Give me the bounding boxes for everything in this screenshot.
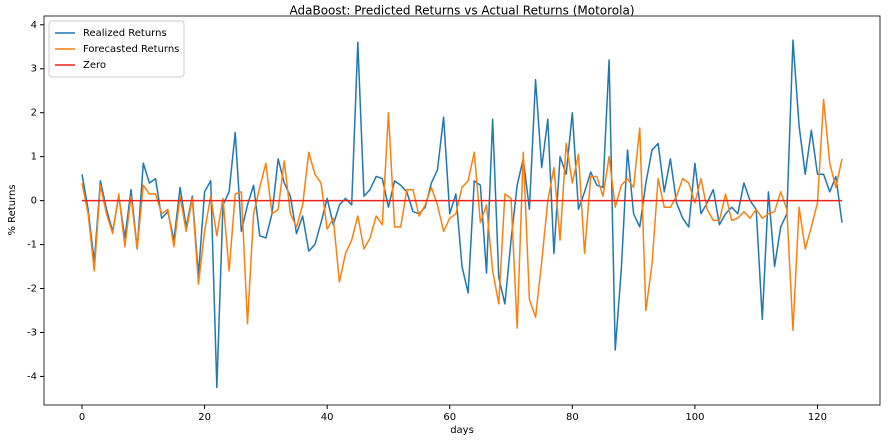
x-tick-label: 100: [685, 412, 704, 423]
y-axis-label: % Returns: [7, 184, 18, 235]
y-tick-label: -3: [27, 327, 37, 338]
chart-title: AdaBoost: Predicted Returns vs Actual Re…: [290, 4, 635, 18]
x-tick-label: 0: [79, 412, 85, 423]
x-tick-label: 120: [808, 412, 827, 423]
legend-label: Zero: [83, 60, 106, 71]
x-axis-label: days: [450, 425, 474, 436]
x-tick-label: 60: [443, 412, 456, 423]
series-line: [81, 98, 843, 332]
x-tick-label: 20: [198, 412, 211, 423]
y-tick-label: -1: [27, 240, 37, 251]
y-tick-label: 2: [31, 108, 37, 119]
y-tick-label: -4: [27, 371, 37, 382]
legend-box: [48, 20, 185, 78]
legend-label: Realized Returns: [83, 28, 167, 39]
plot-frame: [43, 15, 881, 406]
x-tick-label: 40: [321, 412, 334, 423]
y-tick-label: 0: [31, 196, 37, 207]
x-tick-label: 80: [566, 412, 579, 423]
legend-label: Forecasted Returns: [83, 44, 179, 55]
y-tick-label: 1: [31, 152, 37, 163]
y-tick-label: 4: [31, 20, 37, 31]
y-tick-label: 3: [31, 64, 37, 75]
y-tick-label: -2: [27, 284, 37, 295]
